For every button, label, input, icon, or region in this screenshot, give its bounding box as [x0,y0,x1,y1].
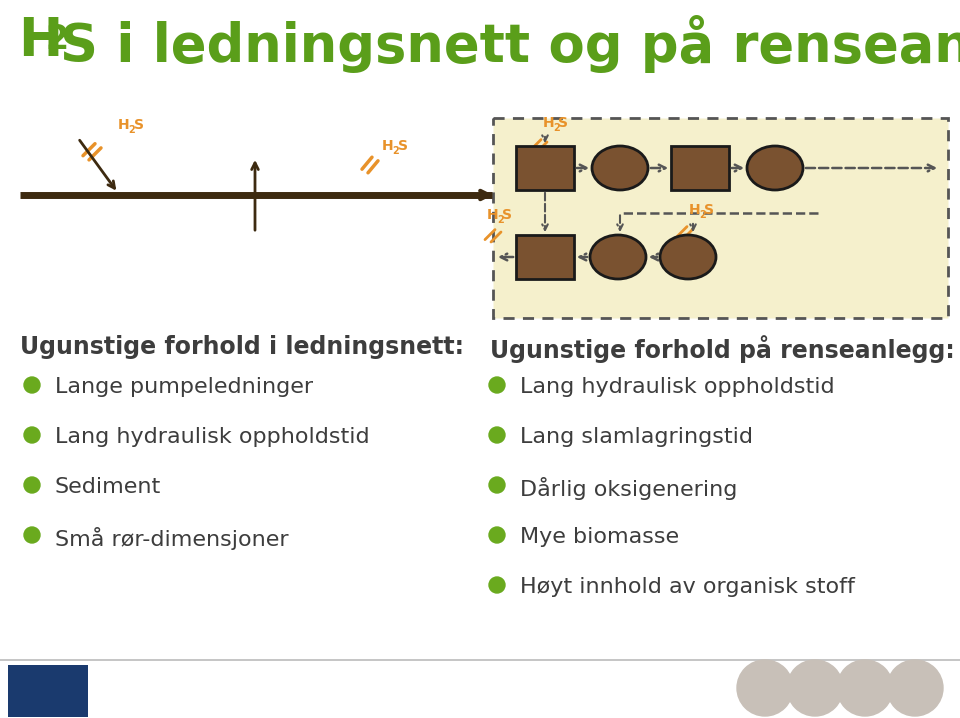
Text: H: H [118,118,130,132]
Circle shape [489,377,505,393]
Ellipse shape [590,235,646,279]
Text: 2: 2 [699,210,706,220]
Text: 2: 2 [45,23,68,56]
Circle shape [489,427,505,443]
Text: 2: 2 [553,123,560,133]
Text: Lang hydraulisk oppholdstid: Lang hydraulisk oppholdstid [520,377,834,397]
Text: YARA: YARA [30,684,66,697]
Circle shape [837,660,893,716]
Text: H: H [18,15,62,67]
Text: Ugunstige forhold i ledningsnett:: Ugunstige forhold i ledningsnett: [20,335,464,359]
Text: H: H [689,203,701,217]
Text: Lang slamlagringstid: Lang slamlagringstid [520,427,753,447]
Text: S: S [558,116,568,130]
Circle shape [24,477,40,493]
Circle shape [489,527,505,543]
Text: Små rør-dimensjoner: Små rør-dimensjoner [55,527,289,550]
Text: H: H [382,139,394,153]
Text: 2: 2 [128,125,134,135]
Bar [516,146,574,190]
Bar [671,146,729,190]
Bar [516,235,574,279]
Text: 2: 2 [497,215,504,225]
Text: S: S [398,139,408,153]
Text: Dårlig oksigenering: Dårlig oksigenering [520,477,737,500]
Ellipse shape [660,235,716,279]
Text: Høyt innhold av organisk stoff: Høyt innhold av organisk stoff [520,577,854,597]
Text: S: S [134,118,144,132]
Text: H: H [543,116,555,130]
Text: Mye biomasse: Mye biomasse [520,527,679,547]
Circle shape [887,660,943,716]
Text: Lang hydraulisk oppholdstid: Lang hydraulisk oppholdstid [55,427,370,447]
Text: H: H [487,208,498,222]
Circle shape [24,427,40,443]
Circle shape [489,477,505,493]
Text: 2: 2 [392,146,398,156]
Circle shape [24,527,40,543]
Text: S: S [502,208,512,222]
Text: S i ledningsnett og på renseanlegg: S i ledningsnett og på renseanlegg [60,15,960,73]
Bar [493,118,948,318]
Ellipse shape [592,146,648,190]
Circle shape [787,660,843,716]
Circle shape [737,660,793,716]
Circle shape [489,577,505,593]
Text: Sediment: Sediment [55,477,161,497]
Text: S: S [704,203,714,217]
Text: Lange pumpeledninger: Lange pumpeledninger [55,377,313,397]
Text: Ugunstige forhold på renseanlegg:: Ugunstige forhold på renseanlegg: [490,335,955,363]
Bar [8,665,88,717]
Circle shape [24,377,40,393]
Ellipse shape [747,146,803,190]
